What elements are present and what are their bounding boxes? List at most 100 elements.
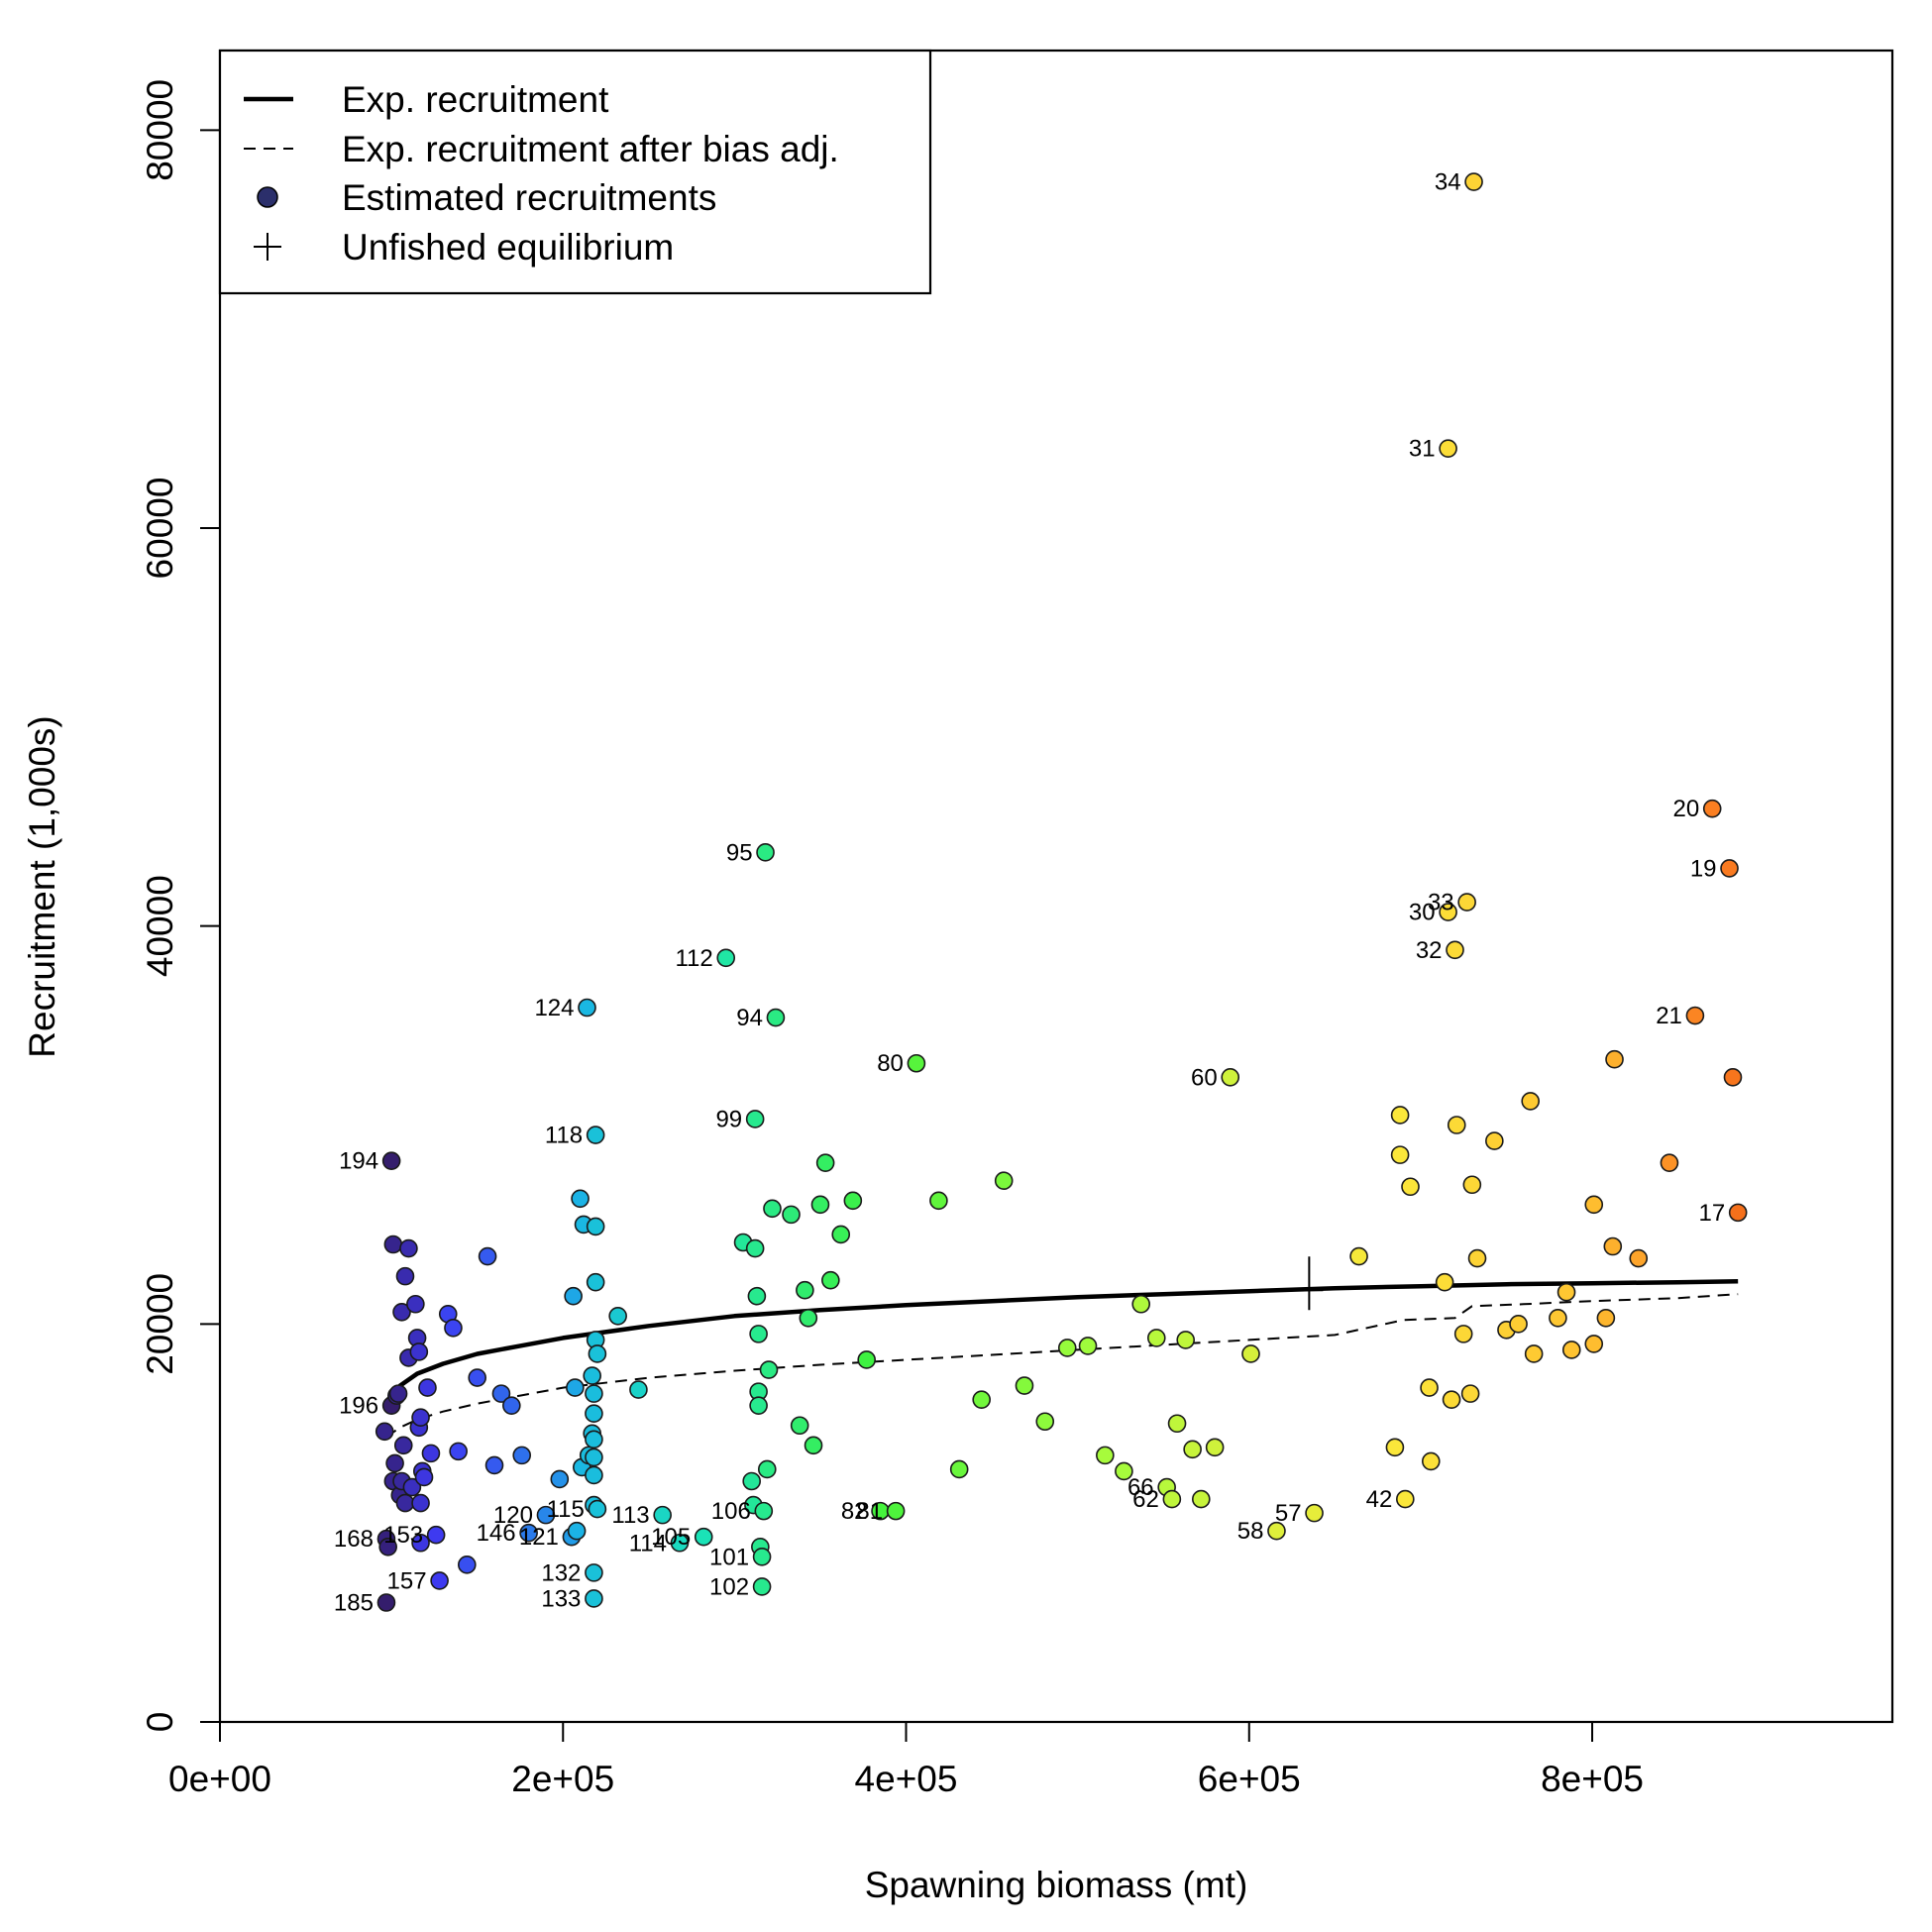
recruitment-point: [399, 1238, 418, 1258]
recruitment-point: [796, 1280, 814, 1300]
point-label: 17: [1698, 1200, 1725, 1227]
recruitment-point: [1421, 1451, 1441, 1471]
recruitment-point: [1305, 1503, 1324, 1523]
recruitment-point: [550, 1469, 570, 1489]
point-label: 95: [726, 839, 753, 866]
recruitment-point: [831, 1225, 851, 1244]
legend-box: [218, 49, 932, 295]
recruitment-point: [752, 1548, 772, 1566]
legend-label-exp-recruitment-bias: Exp. recruitment after bias adj.: [342, 129, 839, 169]
recruitment-point: [1460, 1384, 1480, 1403]
recruitment-point: [378, 1537, 397, 1556]
point-label: 94: [736, 1005, 763, 1031]
recruitment-point: [763, 1199, 782, 1219]
recruitment-point: [754, 1501, 774, 1521]
recruitment-point: [392, 1302, 411, 1322]
recruitment-point: [1447, 1116, 1466, 1134]
recruitment-point: [585, 1448, 603, 1467]
recruitment-point: [1349, 1246, 1368, 1266]
recruitment-point: [586, 1217, 605, 1236]
recruitment-point: [907, 1053, 926, 1073]
recruitment-point: [1439, 439, 1457, 458]
recruitment-point: [759, 1360, 779, 1379]
recruitment-point: [1561, 1341, 1581, 1359]
recruitment-point: [402, 1477, 422, 1497]
recruitment-point: [385, 1453, 404, 1473]
recruitment-point: [491, 1384, 511, 1403]
recruitment-point: [468, 1368, 486, 1387]
point-label: 62: [1132, 1486, 1159, 1513]
recruitment-point: [815, 1153, 835, 1172]
point-label: 32: [1416, 937, 1443, 964]
point-label: 31: [1409, 436, 1436, 463]
recruitment-point: [406, 1294, 425, 1314]
recruitment-point: [1660, 1153, 1679, 1172]
unfished-equilibrium-cross: [1295, 1256, 1324, 1311]
recruitment-point: [653, 1505, 672, 1525]
expected-recruitment-bias-adj-line: [385, 1293, 1739, 1439]
recruitment-point: [519, 1523, 538, 1543]
legend-label-exp-recruitment: Exp. recruitment: [342, 79, 609, 120]
point-label: 112: [675, 945, 712, 972]
recruitment-points: [375, 172, 1748, 1612]
recruitment-point: [790, 1416, 809, 1436]
recruitment-point: [1096, 1446, 1115, 1465]
recruitment-point: [586, 1126, 605, 1144]
recruitment-point: [1401, 1177, 1420, 1197]
point-label: 102: [709, 1573, 749, 1600]
recruitment-point: [766, 1008, 786, 1027]
x-tick-label: 0e+00: [168, 1759, 271, 1799]
y-tick-label: 0: [140, 1712, 180, 1733]
recruitment-point: [742, 1471, 761, 1491]
recruitment-point: [564, 1286, 583, 1306]
recruitment-point: [843, 1191, 863, 1211]
point-label: 146: [477, 1520, 516, 1547]
recruitment-point: [1131, 1294, 1150, 1314]
recruitment-point: [585, 1430, 603, 1449]
y-tick-label: 80000: [140, 79, 180, 181]
point-label: 33: [1428, 890, 1454, 916]
recruitment-point: [1521, 1092, 1540, 1111]
y-tick-label: 40000: [140, 875, 180, 977]
recruitment-point: [749, 1396, 768, 1415]
recruitment-point: [566, 1378, 585, 1397]
recruitment-point: [388, 1384, 408, 1403]
point-label: 105: [651, 1524, 691, 1551]
recruitment-point: [1549, 1309, 1567, 1328]
recruitment-point: [585, 1589, 603, 1608]
point-label: 114: [629, 1530, 667, 1556]
recruitment-point: [747, 1286, 767, 1306]
recruitment-point: [716, 948, 736, 968]
y-axis: 0 20000 40000 60000 80000: [140, 79, 220, 1732]
recruitment-point: [1702, 799, 1722, 818]
x-axis: 0e+00 2e+05 4e+05 6e+05 8e+05: [168, 1722, 1644, 1799]
recruitment-point: [1467, 1248, 1487, 1268]
recruitment-point: [929, 1191, 948, 1211]
recruitment-point: [1442, 1390, 1461, 1409]
recruitment-point: [1167, 1414, 1187, 1434]
unfished-equilibrium-marker: [1295, 1256, 1324, 1311]
recruitment-point: [1720, 859, 1739, 878]
recruitment-point: [571, 1189, 590, 1209]
legend-point-key: [257, 186, 278, 208]
recruitment-point: [578, 998, 596, 1018]
recruitment-point: [749, 1325, 768, 1343]
x-tick-label: 8e+05: [1541, 1759, 1644, 1799]
recruitment-point: [1146, 1329, 1166, 1347]
y-tick-label: 60000: [140, 478, 180, 580]
point-label: 101: [709, 1544, 749, 1570]
point-label: 153: [383, 1522, 423, 1549]
point-label: 19: [1690, 855, 1717, 882]
recruitment-point: [1162, 1489, 1182, 1509]
recruitment-point: [608, 1307, 627, 1326]
recruitment-point: [426, 1525, 446, 1545]
legend: Exp. recruitment Exp. recruitment after …: [218, 49, 932, 295]
point-label: 60: [1191, 1064, 1218, 1091]
recruitment-point: [411, 1493, 430, 1513]
recruitment-point: [585, 1384, 603, 1403]
recruitment-point: [1453, 1325, 1473, 1343]
plot-frame: [218, 49, 1894, 1724]
recruitment-point: [586, 1272, 605, 1292]
